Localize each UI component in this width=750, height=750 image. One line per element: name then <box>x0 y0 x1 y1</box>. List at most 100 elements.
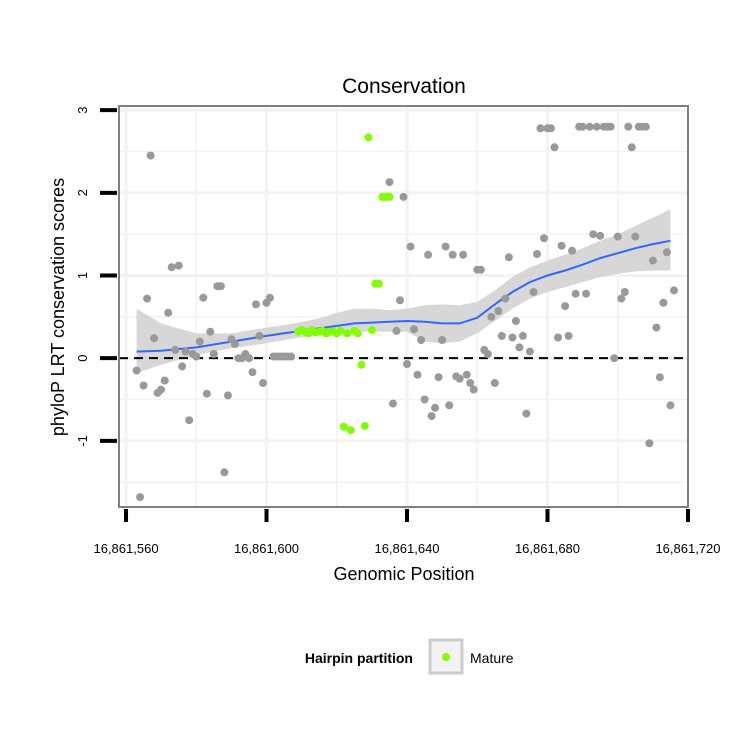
data-point <box>487 312 496 321</box>
data-point <box>441 242 450 251</box>
smooth-curve <box>136 239 671 353</box>
data-point <box>501 294 510 303</box>
x-tick-label: 16,861,680 <box>515 541 580 556</box>
data-point-mature <box>357 360 366 369</box>
data-point <box>199 293 208 302</box>
y-tick-label: -1 <box>75 435 90 447</box>
data-point <box>525 347 534 356</box>
data-point <box>157 385 166 394</box>
data-point <box>547 124 555 133</box>
data-point <box>392 326 401 335</box>
data-point <box>266 293 274 302</box>
data-point <box>571 289 580 298</box>
x-tick-label: 16,861,600 <box>234 541 299 556</box>
data-point <box>413 370 422 379</box>
data-point <box>554 333 562 342</box>
data-point-mature <box>343 329 352 338</box>
confidence-band <box>136 209 671 374</box>
panel-background <box>119 106 688 507</box>
data-point-mature <box>364 133 373 142</box>
legend: Hairpin partition Mature <box>305 638 514 675</box>
axes-layer: 16,861,560 16,861,600 16,861,640 16,861,680… <box>75 106 721 556</box>
data-point <box>627 143 636 152</box>
data-point <box>136 493 145 502</box>
data-point-mature <box>336 326 345 335</box>
data-point <box>223 391 232 400</box>
data-point <box>494 307 503 315</box>
data-point <box>431 403 440 412</box>
data-point <box>167 263 176 272</box>
data-point <box>403 360 411 368</box>
data-point <box>466 379 475 387</box>
data-point <box>216 282 225 291</box>
data-point <box>385 178 394 187</box>
data-point <box>610 354 619 363</box>
data-point <box>655 373 664 382</box>
data-point <box>396 296 404 305</box>
data-point <box>427 412 436 421</box>
data-point <box>143 294 152 303</box>
data-point <box>578 122 587 131</box>
data-point-mature <box>367 326 376 335</box>
x-tick-label: 16,861,560 <box>93 541 158 556</box>
smooth-curve-layer <box>136 239 671 353</box>
data-point <box>641 122 650 131</box>
data-point <box>585 122 594 131</box>
data-point <box>139 381 148 390</box>
data-point <box>459 250 468 259</box>
data-point <box>515 343 524 352</box>
data-point <box>220 468 229 477</box>
data-point <box>508 333 517 342</box>
panel-border <box>118 105 689 508</box>
data-point <box>445 401 454 410</box>
y-tick-label: 1 <box>75 272 90 279</box>
data-point <box>230 340 239 349</box>
data-point <box>564 331 573 340</box>
data-point <box>245 354 253 363</box>
data-point <box>420 395 429 404</box>
x-tick-label: 16,861,640 <box>374 541 439 556</box>
data-point <box>399 192 408 201</box>
data-point <box>652 323 661 332</box>
data-point <box>645 439 654 448</box>
data-point <box>568 246 577 255</box>
legend-mature-dot <box>442 653 450 661</box>
data-point <box>589 230 598 239</box>
panel-border-layer <box>118 105 689 508</box>
data-point-mature <box>374 279 383 288</box>
data-point <box>497 331 506 340</box>
data-point <box>557 241 566 250</box>
data-point <box>164 308 173 317</box>
data-point <box>518 331 527 340</box>
data-point <box>146 151 155 160</box>
data-point <box>490 379 499 387</box>
data-point-mature <box>353 329 362 338</box>
y-axis-title: phyloP LRT conservation scores <box>48 178 68 436</box>
data-point <box>410 325 418 334</box>
points-layer <box>132 122 678 502</box>
data-point <box>248 368 257 377</box>
y-tick-label: 0 <box>75 355 90 362</box>
data-point-mature <box>346 426 355 435</box>
plot-panel <box>119 106 688 507</box>
chart-title: Conservation <box>342 75 466 98</box>
data-point <box>613 232 622 241</box>
data-point <box>259 379 267 387</box>
data-point <box>659 298 668 307</box>
data-point <box>540 234 548 243</box>
data-point <box>533 250 541 258</box>
data-point <box>462 370 471 379</box>
data-point <box>424 250 433 259</box>
data-point <box>132 366 141 375</box>
y-tick-label: 2 <box>75 189 90 196</box>
data-point <box>550 143 559 152</box>
data-point-mature <box>385 192 394 201</box>
data-point <box>606 122 615 131</box>
data-point-mature <box>339 422 348 431</box>
data-point <box>434 373 443 382</box>
data-point <box>670 286 678 295</box>
data-point <box>178 362 187 371</box>
data-point <box>582 289 591 298</box>
legend-title: Hairpin partition <box>305 650 413 666</box>
